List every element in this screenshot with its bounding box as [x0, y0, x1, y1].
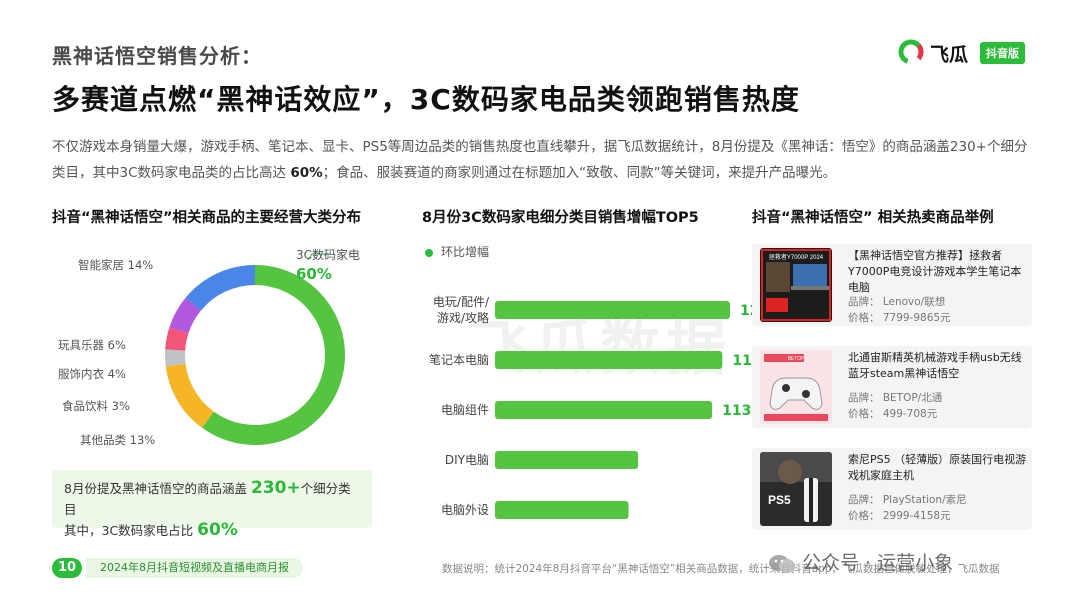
thumb-caption-laptop: 拯救者Y7000P 2024: [769, 253, 824, 261]
products-panel-title: 抖音“黑神话悟空” 相关热卖商品举例: [752, 210, 994, 226]
intro-text-2: ；食品、服装赛道的商家则通过在标题加入“致敬、同款”等关键词，来提升产品曝光。: [322, 165, 837, 181]
page-title: 多赛道点燃“黑神话效应”，3C数码家电品类领跑销售热度: [52, 83, 800, 116]
slice-smart-home: [185, 265, 256, 311]
bar-growth: [495, 301, 731, 319]
report-name: 2024年8月抖音短视频及直播电商月报: [86, 558, 303, 578]
donut-label-others: 其他品类 13%: [80, 433, 156, 447]
note-highlight-2: 60%: [197, 520, 238, 540]
product-title-ps5: 索尼PS5 （轻薄版）原装国行电视游戏机家庭主机: [848, 453, 1027, 482]
product-title-controller: 北通宙斯精英机械游戏手柄usb无线蓝牙steam黑神话悟空: [848, 351, 1022, 380]
bar-growth: [495, 501, 629, 519]
product-price-ps5: 价格： 2999-4158元: [848, 510, 951, 522]
product-image-laptop: 拯救者Y7000P 2024: [760, 248, 832, 322]
bar-category-label: 电脑外设: [441, 503, 489, 517]
product-price-controller: 价格： 499-708元: [848, 408, 938, 420]
product-image-controller: BETOP: [760, 350, 832, 424]
legend-swatch: [425, 248, 433, 257]
bar-category-label: 电玩/配件/: [433, 295, 490, 309]
product-card-laptop[interactable]: 拯救者Y7000P 2024 【黑神话悟空官方推荐】拯救者Y7000P电竞设计游…: [752, 244, 1032, 326]
donut-label-3c-pct: 60%: [296, 265, 332, 283]
slice-others: [165, 363, 215, 428]
donut-panel-title: 抖音“黑神话悟空”相关商品的主要经营大类分布: [52, 210, 362, 226]
slice-toys: [169, 297, 202, 334]
slice-apparel: [165, 327, 189, 351]
donut-label-food: 食品饮料 3%: [62, 399, 130, 413]
page-number: 10: [52, 558, 82, 578]
intro-paragraph: 不仅游戏本身销量大爆，游戏手柄、笔记本、显卡、PS5等周边品类的销售热度也直线攀…: [52, 134, 1037, 186]
note-highlight-1: 230+: [250, 478, 301, 498]
bars-panel-title: 8月份3C数码家电细分类目销售增幅TOP5: [422, 210, 699, 226]
legend-label: 环比增幅: [441, 245, 490, 259]
bar-growth: [495, 351, 723, 369]
product-brand-laptop: 品牌： Lenovo/联想: [848, 296, 946, 308]
intro-highlight: 60%: [290, 165, 323, 181]
donut-note-box: 8月份提及黑神话悟空的商品涵盖 230+个细分类目 其中，3C数码家电占比 60…: [52, 470, 372, 540]
donut-label-smart-home: 智能家居 14%: [78, 258, 154, 272]
bar-category-label: 游戏/攻略: [437, 310, 489, 325]
slice-food: [165, 349, 186, 367]
brand-watermark: 飞瓜数据: [468, 314, 732, 384]
bar-growth: [495, 451, 639, 469]
bar-growth: [495, 401, 713, 419]
product-card-ps5[interactable]: PS5 索尼PS5 （轻薄版）原装国行电视游戏机家庭主机 品牌： PlaySta…: [752, 448, 1032, 530]
slice-3c-digital: [202, 265, 345, 445]
category-donut-chart: [165, 253, 345, 445]
donut-label-3c-name: 3C数码家电: [296, 248, 361, 262]
brand-logo: 飞瓜 抖音版: [898, 38, 1038, 66]
growth-bar-chart: 电玩/配件/游戏/攻略123.2%笔记本电脑119.19%电脑组件113.8%D…: [429, 295, 800, 519]
bar-category-label: 电脑组件: [441, 403, 489, 417]
donut-label-3c: 3C数码家电 60%: [296, 246, 360, 283]
thumb-caption-controller: BETOP: [788, 356, 806, 362]
section-title: 黑神话悟空销售分析：: [52, 44, 262, 68]
donut-label-toys: 玩具乐器 6%: [58, 338, 126, 352]
product-price-laptop: 价格： 7799-9865元: [848, 312, 951, 324]
intro-text-1: 不仅游戏本身销量大爆，游戏手柄、笔记本、显卡、PS5等周边品类的销售热度也直线攀…: [52, 139, 1028, 181]
feigua-logo-icon: [898, 39, 924, 65]
brand-badge: 抖音版: [980, 42, 1025, 64]
wechat-watermark: 公众号 · 运营小象: [768, 548, 953, 575]
wechat-icon: [769, 554, 795, 573]
bar-category-label: 笔记本电脑: [429, 352, 489, 367]
note-text-3: 其中，3C数码家电占比: [64, 523, 198, 538]
thumb-caption-ps5: PS5: [768, 493, 791, 507]
product-brand-ps5: 品牌： PlayStation/索尼: [848, 494, 967, 506]
note-text-1: 8月份提及黑神话悟空的商品涵盖: [64, 481, 251, 496]
note-text-2: 个细分类目: [64, 481, 351, 517]
product-image-ps5: PS5: [760, 452, 832, 526]
bar-category-label: DIY电脑: [445, 453, 489, 467]
leader-line-3c: [307, 253, 330, 261]
product-title-laptop: 【黑神话悟空官方推荐】拯救者Y7000P电竞设计游戏本学生笔记本电脑: [848, 249, 1022, 294]
wechat-account: 公众号 · 运营小象: [802, 552, 954, 574]
bar-legend: 环比增幅: [425, 243, 489, 260]
donut-label-apparel: 服饰内衣 4%: [58, 367, 126, 381]
brand-name: 飞瓜: [930, 44, 969, 66]
product-brand-controller: 品牌： BETOP/北通: [848, 392, 943, 404]
product-card-controller[interactable]: BETOP 北通宙斯精英机械游戏手柄usb无线蓝牙steam黑神话悟空 品牌： …: [752, 346, 1032, 428]
source-note: 数据说明：统计2024年8月抖音平台“黑神话悟空”相关商品数据，统计来自抖音ap…: [442, 563, 1000, 575]
